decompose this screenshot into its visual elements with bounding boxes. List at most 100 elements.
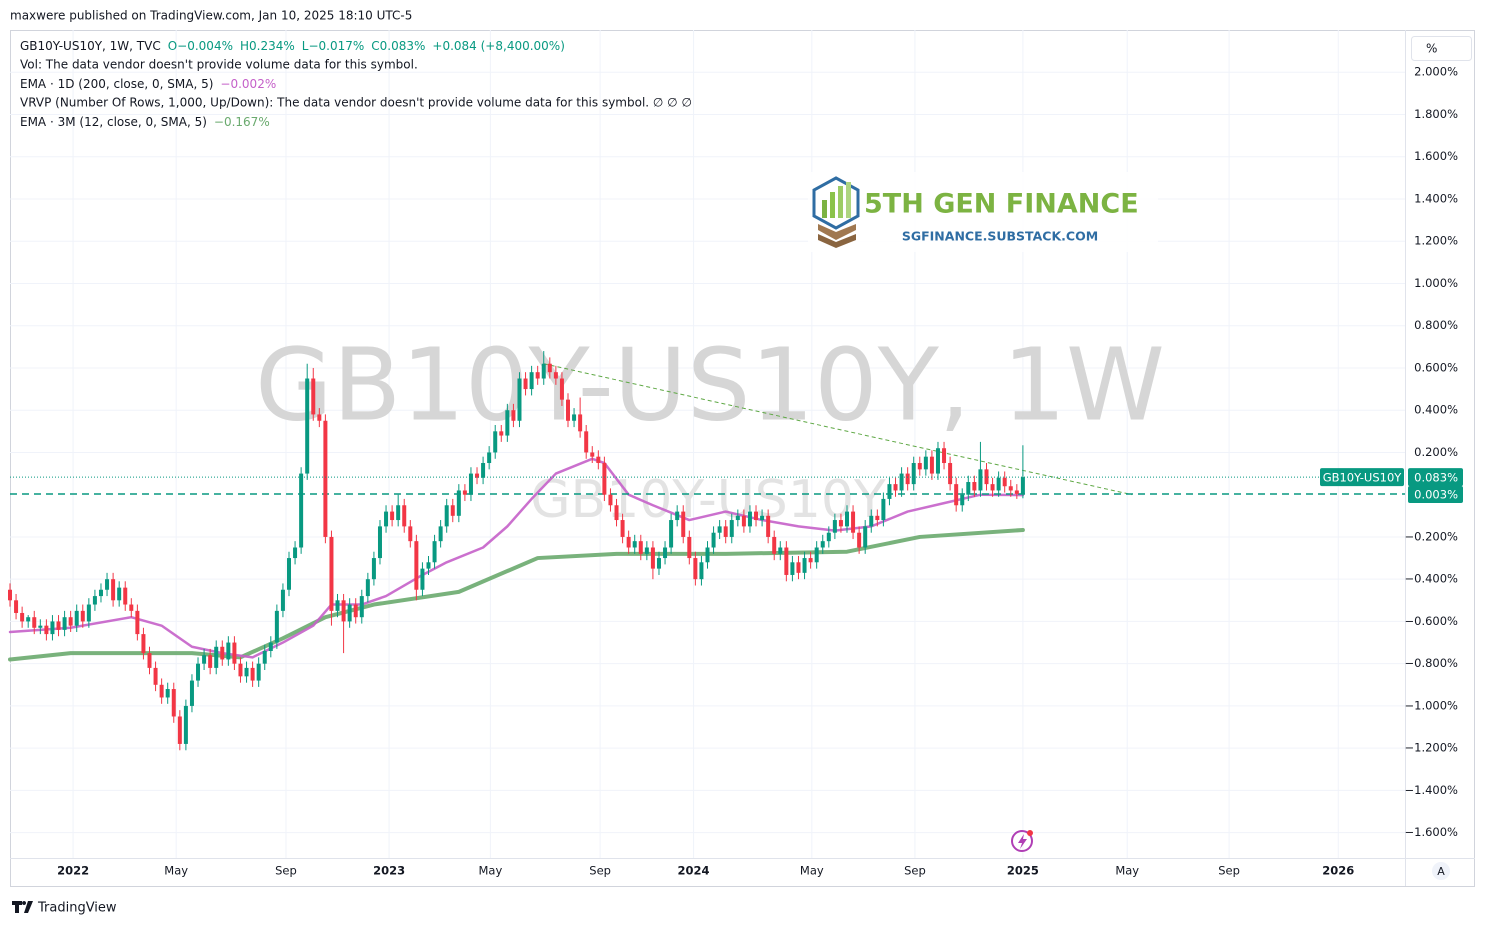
candle-body	[966, 482, 971, 495]
candle-body	[365, 579, 370, 597]
y-tick-label: 1.800%	[1414, 107, 1458, 121]
candle-body	[408, 526, 413, 542]
candle-body	[123, 587, 128, 605]
candle-body	[747, 511, 752, 527]
price-tag: 0.083%	[1414, 471, 1458, 485]
candle-body	[268, 642, 273, 651]
legend-indicator: EMA · 3M (12, close, 0, SMA, 5) −0.167%	[20, 115, 270, 129]
candle-body	[202, 655, 207, 664]
y-tick-label: −0.200%	[1405, 529, 1459, 543]
candle-body	[371, 558, 376, 580]
candle-body	[287, 558, 291, 590]
candle-body	[165, 689, 170, 698]
candle-body	[111, 579, 116, 601]
candle-body	[584, 431, 589, 453]
candle-body	[438, 526, 443, 542]
candle-body	[153, 667, 158, 685]
legend-symbol: GB10Y-US10Y, 1W, TVC	[20, 39, 161, 53]
legend-ohlc: O−0.004%	[168, 39, 233, 53]
candle-body	[517, 378, 522, 421]
candle-body	[863, 526, 868, 548]
candle-body	[226, 642, 231, 660]
candle-body	[171, 689, 176, 717]
candle-body	[778, 547, 783, 554]
candle-body	[620, 520, 625, 537]
candle-body	[911, 463, 916, 485]
candle-body	[632, 541, 637, 548]
candle-body	[86, 604, 91, 622]
y-tick-label: 0.400%	[1414, 403, 1458, 417]
candle-body	[687, 536, 692, 559]
candle-body	[808, 558, 813, 563]
candle-body	[638, 541, 643, 554]
candle-body	[92, 596, 97, 605]
candle-body	[44, 625, 49, 635]
candle-body	[663, 547, 668, 559]
published-line: maxwere published on TradingView.com, Ja…	[10, 9, 412, 23]
hline-tag: 0.003%	[1414, 488, 1458, 502]
legend-indicator-name: EMA · 3M (12, close, 0, SMA, 5)	[20, 115, 207, 129]
candle-body	[50, 621, 55, 635]
candle-body	[377, 526, 382, 559]
candle-body	[183, 705, 188, 744]
candle-body	[32, 617, 37, 628]
candle-body	[972, 482, 977, 491]
candle-body	[347, 604, 352, 622]
candle-body	[626, 536, 631, 548]
x-tick-label: 2025	[1007, 864, 1039, 878]
candle-body	[529, 372, 534, 390]
logo-hex	[812, 176, 860, 230]
candle-body	[923, 456, 928, 470]
y-tick-label: −1.200%	[1405, 741, 1459, 755]
trendline	[543, 363, 1133, 496]
price-tag-box	[1408, 468, 1463, 487]
candle-body	[359, 596, 364, 618]
candle-body	[669, 520, 674, 548]
candle-body	[887, 484, 892, 499]
candle-body	[56, 621, 61, 630]
scale-button[interactable]	[1411, 36, 1472, 61]
candle-body	[329, 536, 334, 611]
candle-body	[420, 568, 425, 590]
logo-bar	[846, 182, 851, 218]
watermark: GB10Y-US10Y, 1W GB10Y-US10Y	[255, 326, 1165, 530]
candle-body	[135, 610, 140, 635]
candle-body	[541, 363, 546, 379]
y-tick-label: 1.200%	[1414, 234, 1458, 248]
logo-bar	[822, 200, 827, 218]
x-tick-label: May	[164, 864, 188, 878]
candle-body	[293, 547, 298, 559]
candle-body	[942, 448, 947, 464]
y-tick-label: 1.600%	[1414, 149, 1458, 163]
legend-indicator-value: −0.002%	[220, 77, 276, 91]
candle-body	[14, 600, 19, 613]
candle-body	[760, 515, 765, 521]
logo-bg	[808, 172, 1158, 252]
candle-body	[960, 494, 965, 506]
candle-body	[462, 490, 467, 495]
candle-body	[299, 473, 304, 548]
candle-body	[317, 414, 322, 421]
candle-body	[323, 420, 328, 537]
candle-body	[735, 515, 740, 521]
auto-button-label[interactable]: A	[1437, 865, 1445, 878]
candle-body	[978, 469, 983, 491]
auto-button[interactable]	[1432, 862, 1450, 880]
candle-body	[547, 363, 552, 373]
candle-body	[572, 414, 577, 421]
candle-body	[814, 547, 819, 563]
candle-body	[256, 663, 261, 681]
candle-body	[845, 511, 849, 527]
scale-button-label[interactable]: %	[1426, 42, 1437, 56]
x-tick-label: Sep	[589, 864, 611, 878]
candle-body	[353, 604, 358, 618]
legend-ohlc: C0.083%	[371, 39, 425, 53]
y-tick-label: −1.000%	[1405, 698, 1459, 712]
candle-body	[832, 520, 837, 533]
candle-body	[432, 541, 437, 563]
event-icon[interactable]	[1011, 830, 1033, 852]
candle-body	[426, 562, 431, 569]
candle-body	[208, 655, 213, 668]
candle-body	[311, 378, 316, 415]
hline-tag-box	[1408, 486, 1463, 504]
